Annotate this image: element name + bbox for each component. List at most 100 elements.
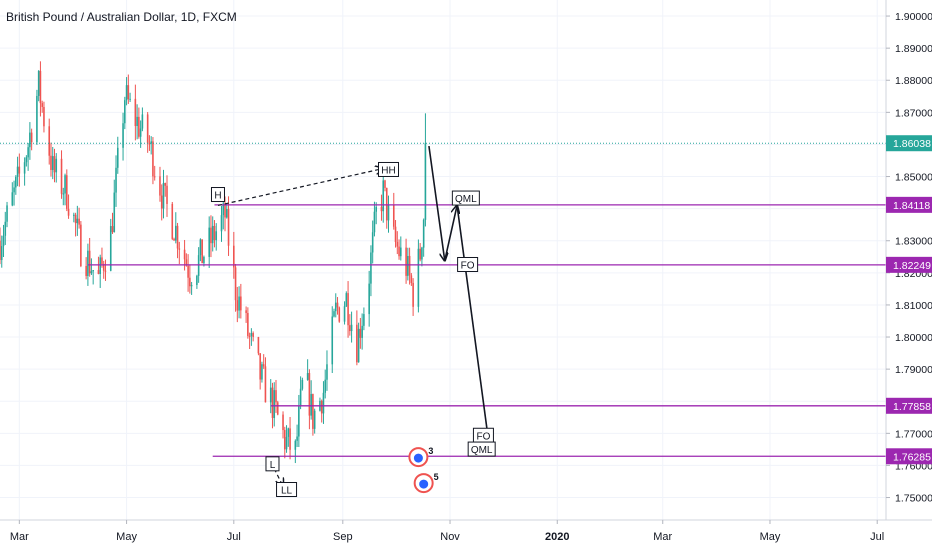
candle-body <box>257 336 260 354</box>
price-tick-label: 1.79000 <box>895 364 932 376</box>
candle-body <box>203 256 205 264</box>
chart-title: British Pound / Australian Dollar, 1D, F… <box>6 10 237 24</box>
candle-body <box>171 203 174 239</box>
level-price-tag-bg <box>886 397 932 414</box>
candle-body <box>146 114 149 144</box>
candle-body <box>392 204 395 227</box>
current-price-tag[interactable]: 1.86038 <box>886 135 932 152</box>
candle-body <box>363 314 365 326</box>
level-lines[interactable] <box>87 204 886 457</box>
candle-body <box>271 387 274 418</box>
candle-body <box>347 293 349 326</box>
candle-body <box>185 259 188 266</box>
annotation-text: LL <box>281 486 293 497</box>
projection-arrow[interactable] <box>443 205 457 261</box>
candle-body <box>6 205 8 222</box>
candle-body <box>384 180 386 188</box>
candle-body <box>289 428 291 450</box>
annotation-text: QML <box>471 445 493 456</box>
annotation-label[interactable]: QML <box>451 190 480 206</box>
candle-body <box>101 257 103 264</box>
candle-body <box>109 226 112 271</box>
candle-body <box>334 302 337 312</box>
level-price-tag-text: 1.82249 <box>893 260 931 272</box>
time-tick-label: Sep <box>333 531 353 543</box>
candle-body <box>349 325 351 332</box>
annotation-box <box>451 190 480 206</box>
time-tick-label: 2020 <box>545 531 569 543</box>
candle-body <box>199 239 202 256</box>
candle-body <box>259 353 261 380</box>
candle-body <box>382 180 385 212</box>
candle-body <box>238 296 240 311</box>
candle-body <box>261 364 263 380</box>
annotation-label[interactable]: FO <box>457 256 479 272</box>
candle-body <box>308 373 311 416</box>
candle-body <box>30 132 33 143</box>
candle-body <box>324 379 327 393</box>
candle-body <box>211 225 214 244</box>
candle-body <box>43 106 45 127</box>
candle-body <box>127 85 130 100</box>
candle-body <box>4 221 7 236</box>
candle-body <box>92 270 94 272</box>
dashed-connector[interactable] <box>217 169 383 207</box>
projection-arrow[interactable] <box>456 205 490 455</box>
candle-body <box>301 379 304 389</box>
candle-body <box>29 132 31 148</box>
annotation-text: HH <box>381 165 395 176</box>
time-tick-label: Nov <box>440 531 460 543</box>
candle-body <box>313 410 316 429</box>
candle-body <box>183 249 186 260</box>
annotation-text: FO <box>476 431 490 442</box>
events-layer[interactable]: 35 <box>408 446 439 494</box>
projection-arrow[interactable] <box>428 145 445 261</box>
candle-body <box>357 328 360 363</box>
candle-body <box>111 226 114 233</box>
candle-body <box>396 242 399 247</box>
event-icon[interactable]: 3 <box>408 446 433 468</box>
annotation-label[interactable]: HH <box>378 161 400 177</box>
candle-body <box>116 147 119 168</box>
candle-body <box>380 206 383 212</box>
candle-body <box>64 175 66 194</box>
candle-body <box>294 440 297 450</box>
level-price-tag[interactable]: 1.77858 <box>886 397 932 414</box>
level-price-tag[interactable]: 1.76285 <box>886 448 932 465</box>
candle-body <box>201 239 203 264</box>
level-price-tag[interactable]: 1.82249 <box>886 256 932 273</box>
level-price-tag[interactable]: 1.84118 <box>886 196 932 213</box>
candle-body <box>141 114 144 129</box>
candle-body <box>208 227 210 257</box>
candle-body <box>129 98 131 100</box>
annotation-label[interactable]: H <box>210 187 225 203</box>
annotation-box <box>467 441 496 457</box>
level-price-tag-text: 1.84118 <box>893 200 930 212</box>
price-axis[interactable]: 1.750001.760001.770001.780001.790001.800… <box>885 0 932 520</box>
candle-body <box>422 219 425 248</box>
annotation-label[interactable]: L <box>265 456 280 472</box>
candle-body <box>162 183 165 209</box>
time-tick-label: Jul <box>870 531 884 543</box>
candle-body <box>356 324 358 363</box>
candle-body <box>375 206 377 212</box>
candle-body <box>53 156 56 173</box>
annotation-label[interactable]: QML <box>467 441 496 457</box>
event-icon[interactable]: 5 <box>413 472 439 494</box>
time-tick-label: Jul <box>227 531 241 543</box>
candle-body <box>236 300 239 311</box>
annotation-label[interactable]: FO <box>472 427 494 443</box>
candle-body <box>73 214 75 216</box>
event-icon-globe <box>413 453 423 463</box>
candle-body <box>0 246 3 260</box>
annotation-text: QML <box>455 194 477 205</box>
candle-body <box>333 311 335 317</box>
candle-body <box>80 224 82 267</box>
annotation-label[interactable]: LL <box>276 482 298 498</box>
price-tick-label: 1.89000 <box>895 43 932 55</box>
time-axis[interactable]: Mar May Jul Sep Nov 2020 Mar May Jul <box>0 519 932 543</box>
candle-body <box>23 162 26 174</box>
